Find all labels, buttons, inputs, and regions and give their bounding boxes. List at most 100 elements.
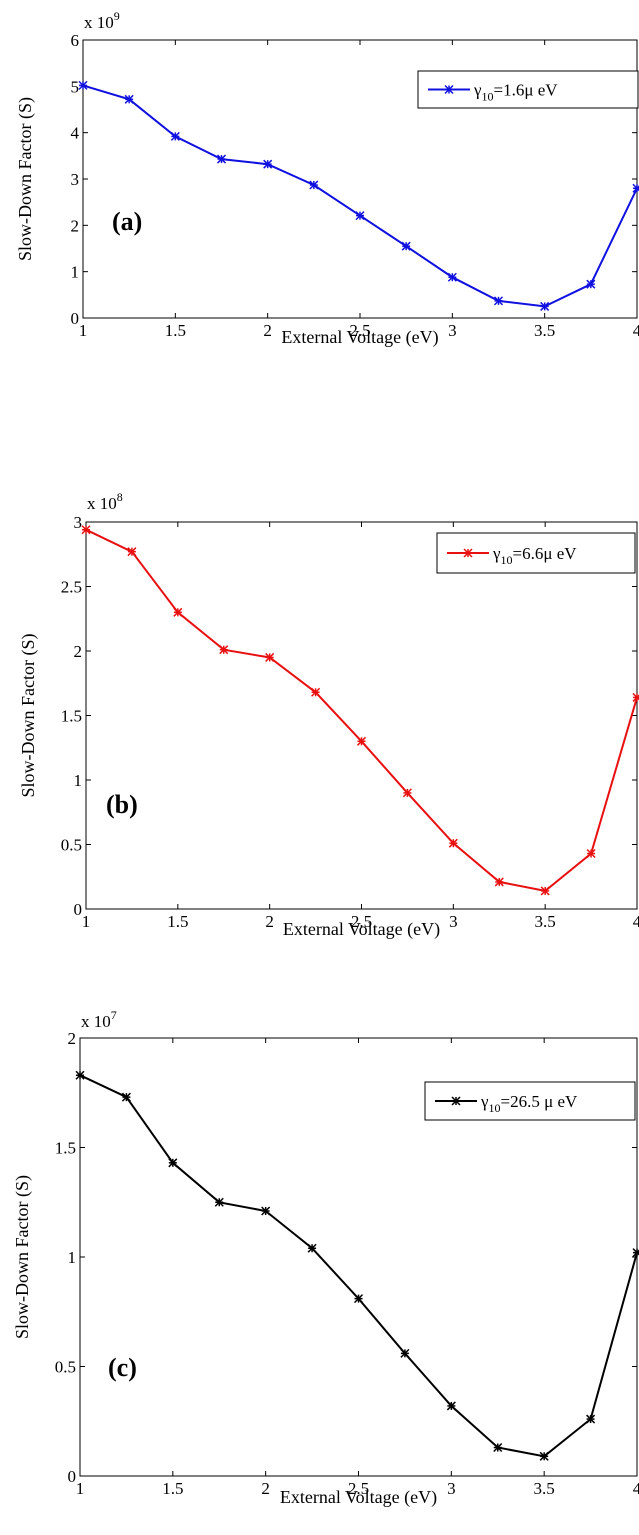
data-point: [81, 525, 91, 535]
data-point: [265, 652, 275, 662]
data-point: [494, 877, 504, 887]
data-point: [356, 736, 367, 746]
data-point: [261, 1206, 271, 1216]
y-tick-label: 2: [68, 1029, 77, 1048]
data-point: [448, 838, 458, 848]
data-point: [263, 159, 273, 169]
y-tick-label: 1: [68, 1248, 77, 1267]
y-tick-label: 0: [71, 309, 80, 328]
x-tick-label: 2.5: [351, 912, 372, 931]
y-tick-label: 0: [74, 900, 83, 919]
data-point: [446, 1401, 456, 1411]
data-point: [75, 1070, 85, 1080]
x-tick-label: 3.5: [534, 321, 555, 340]
x-tick-label: 3: [448, 321, 457, 340]
data-point: [493, 296, 504, 306]
chart-panel-2: 1 1.5 2 2.5 3 3.5 400.511.522.53x 108External …: [18, 490, 639, 940]
data-point: [632, 692, 639, 702]
y-tick-label: 2: [71, 216, 80, 235]
data-point: [400, 1348, 410, 1358]
x-tick-label: 2: [263, 321, 272, 340]
x-tick-label: 4: [633, 1479, 639, 1498]
panel-label: (a): [112, 207, 142, 236]
data-point: [402, 788, 412, 798]
data-point: [216, 154, 227, 164]
legend: γ10=1.6μ eV: [417, 70, 639, 109]
legend-label: γ10=26.5 μ eV: [480, 1092, 578, 1115]
data-point: [78, 80, 88, 90]
x-tick-label: 3.5: [534, 1479, 555, 1498]
y-axis-label: Slow-Down Factor (S): [12, 1175, 33, 1339]
data-point: [214, 1197, 224, 1207]
axis-exponent-label: x 108: [87, 490, 123, 513]
data-point: [493, 1442, 503, 1453]
y-tick-label: 4: [71, 124, 80, 143]
data-point: [307, 1243, 317, 1253]
panel-label: (c): [108, 1353, 137, 1382]
data-point: [353, 1294, 364, 1304]
x-axis-label: External Voltage (eV): [281, 327, 438, 348]
y-tick-label: 5: [71, 77, 80, 96]
y-tick-label: 1.5: [55, 1139, 76, 1158]
y-tick-label: 1: [71, 263, 80, 282]
y-tick-label: 0: [68, 1467, 77, 1486]
y-tick-label: 3: [71, 170, 80, 189]
x-axis-label: External Voltage (eV): [280, 1487, 437, 1508]
data-point: [170, 131, 180, 141]
data-point: [168, 1158, 178, 1168]
y-tick-label: 0.5: [61, 836, 82, 855]
data-point: [173, 607, 183, 617]
data-point: [127, 547, 137, 557]
x-tick-label: 1: [79, 321, 88, 340]
x-tick-label: 2.5: [349, 321, 370, 340]
y-tick-label: 3: [74, 513, 83, 532]
x-tick-label: 3.5: [535, 912, 556, 931]
data-point: [586, 279, 596, 289]
data-point: [540, 886, 550, 896]
legend-label: γ10=1.6μ eV: [473, 81, 558, 104]
axis-exponent-label: x 109: [84, 9, 120, 32]
legend-label: γ10=6.6μ eV: [492, 544, 577, 567]
data-point: [121, 1092, 131, 1102]
data-point: [309, 180, 319, 190]
plot-frame: [85, 521, 638, 910]
x-tick-label: 4: [633, 321, 639, 340]
x-tick-label: 2.5: [348, 1479, 369, 1498]
series-line: [85, 528, 638, 892]
x-tick-label: 1: [76, 1479, 85, 1498]
data-point: [586, 1414, 596, 1424]
data-point: [540, 301, 550, 311]
data-point: [632, 183, 639, 193]
data-point: [447, 272, 457, 282]
x-tick-label: 4: [633, 912, 639, 931]
y-tick-label: 0.5: [55, 1358, 76, 1377]
axis-exponent-label: x 107: [81, 1008, 117, 1031]
series-line: [79, 1074, 638, 1458]
y-tick-label: 1.5: [61, 707, 82, 726]
data-point: [586, 848, 596, 859]
y-tick-label: 1: [74, 771, 83, 790]
x-tick-label: 2: [261, 1479, 270, 1498]
data-point: [311, 687, 321, 697]
x-tick-label: 1.5: [167, 912, 188, 931]
x-tick-label: 1.5: [165, 321, 186, 340]
y-axis-label: Slow-Down Factor (S): [18, 634, 39, 798]
x-tick-label: 1: [82, 912, 91, 931]
y-tick-label: 2: [74, 642, 83, 661]
data-point: [539, 1451, 549, 1461]
legend-swatch-marker: [451, 1096, 461, 1106]
legend: γ10=6.6μ eV: [436, 532, 636, 574]
legend-swatch-marker: [444, 84, 454, 95]
data-point: [124, 94, 134, 104]
data-point: [632, 1248, 639, 1258]
data-point: [401, 241, 411, 251]
legend-swatch-marker: [463, 548, 473, 558]
x-tick-label: 3: [447, 1479, 456, 1498]
x-tick-label: 3: [449, 912, 458, 931]
y-tick-label: 6: [71, 31, 80, 50]
panel-label: (b): [106, 790, 138, 819]
data-point: [219, 645, 229, 655]
